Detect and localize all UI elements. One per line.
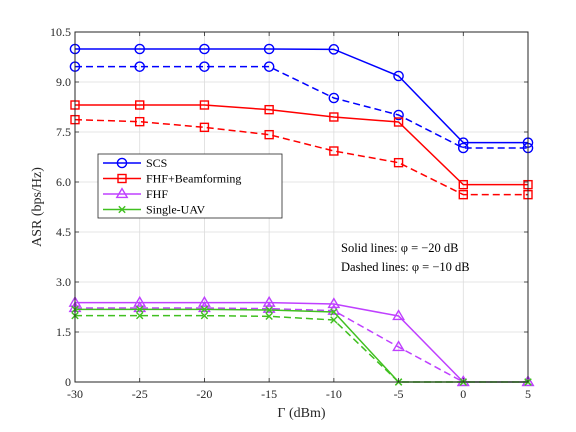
x-marker-stroke: [265, 306, 273, 314]
x-marker-stroke: [330, 308, 338, 316]
series-line: [75, 48, 528, 144]
triangle-marker: [521, 375, 535, 387]
triangle-marker: [262, 295, 276, 307]
square-marker: [393, 157, 404, 168]
square-marker: [117, 173, 127, 184]
circle-marker: [199, 61, 210, 72]
x-marker: [265, 306, 273, 314]
square-marker: [264, 104, 274, 115]
y-tick-label: 0: [65, 375, 71, 389]
ticks: -30 -25 -20 -15 -10 -5 0 5 0 1.5 3.0 4.5 6.0 7.5 9.0 10…: [50, 25, 531, 401]
x-tick-label: -15: [261, 387, 277, 401]
square-marker: [458, 179, 468, 190]
circle-marker: [328, 44, 340, 55]
square-marker: [329, 146, 339, 156]
x-tick-label: -10: [326, 387, 342, 401]
square-marker: [329, 112, 339, 122]
circle-marker: [328, 92, 340, 104]
square-marker: [135, 116, 145, 127]
square-marker: [393, 117, 404, 127]
x-marker: [200, 305, 209, 314]
x-marker-stroke: [265, 312, 273, 321]
legend-label: FHF: [146, 187, 168, 201]
x-marker: [200, 311, 209, 320]
triangle-marker: [198, 295, 211, 307]
series-line: [75, 301, 528, 383]
x-tick-label: -25: [132, 387, 148, 401]
series-fhf-beamforming-solid: [70, 100, 533, 190]
x-axis-label: Γ (dBm): [277, 406, 325, 421]
annotation-dashed-lines: Dashed lines: φ = −10 dB: [341, 260, 470, 274]
x-marker-stroke: [200, 305, 209, 314]
triangle-marker: [133, 295, 147, 307]
x-marker: [136, 311, 144, 320]
square-marker: [199, 122, 210, 133]
circle-marker: [199, 43, 210, 55]
y-tick-label: 1.5: [56, 325, 71, 339]
triangle-marker: [392, 309, 405, 321]
square-marker: [458, 189, 468, 200]
legend-box: [97, 153, 283, 219]
x-tick-label: -5: [394, 387, 404, 401]
x-marker-stroke: [136, 311, 144, 320]
series-fhf-beamforming-dashed: [70, 114, 533, 200]
circle-marker: [134, 61, 146, 72]
y-tick-label: 10.5: [50, 25, 71, 39]
circle-marker: [393, 70, 404, 82]
legend-label: FHF+Beamforming: [146, 172, 241, 186]
triangle-marker: [392, 340, 405, 352]
legend-label: SCS: [146, 156, 167, 170]
legend-entry: SCS: [103, 156, 167, 170]
series-line: [75, 307, 528, 383]
x-marker-stroke: [118, 205, 126, 214]
x-marker-stroke: [200, 311, 209, 320]
y-tick-label: 6.0: [56, 175, 71, 189]
circle-marker: [457, 137, 469, 148]
x-marker-stroke: [330, 316, 338, 324]
x-marker: [118, 205, 126, 214]
x-marker: [330, 316, 338, 324]
circle-marker: [393, 109, 404, 121]
plot-frame: [74, 31, 529, 383]
y-tick-label: 7.5: [56, 125, 71, 139]
y-tick-label: 9.0: [56, 75, 71, 89]
legend-entry: Single-UAV: [103, 203, 205, 217]
x-tick-label: -20: [196, 387, 212, 401]
legend-entry: FHF: [103, 187, 168, 201]
triangle-marker: [456, 375, 470, 387]
y-axis-label: ASR (bps/Hz): [30, 167, 45, 247]
square-marker: [135, 100, 145, 110]
circle-marker: [116, 157, 128, 169]
y-tick-label: 4.5: [56, 225, 71, 239]
triangle-marker: [115, 187, 129, 199]
x-tick-label: 0: [460, 387, 466, 401]
x-marker: [265, 312, 273, 321]
y-tick-label: 3.0: [56, 275, 71, 289]
square-marker: [264, 129, 274, 140]
circle-marker: [263, 43, 275, 55]
legend-entry: FHF+Beamforming: [103, 172, 241, 186]
circle-marker: [457, 142, 469, 154]
x-marker: [330, 308, 338, 316]
x-marker-stroke: [136, 305, 144, 314]
square-marker: [199, 100, 210, 110]
circle-marker: [263, 61, 275, 72]
x-marker: [136, 305, 144, 314]
series-line: [74, 118, 528, 196]
x-tick-label: -30: [67, 387, 83, 401]
x-tick-label: 5: [525, 387, 531, 401]
triangle-marker: [327, 297, 341, 309]
series-line: [75, 104, 528, 186]
legend-label: Single-UAV: [146, 203, 205, 217]
circle-marker: [134, 43, 146, 55]
annotation-solid-lines: Solid lines: φ = −20 dB: [341, 241, 459, 255]
